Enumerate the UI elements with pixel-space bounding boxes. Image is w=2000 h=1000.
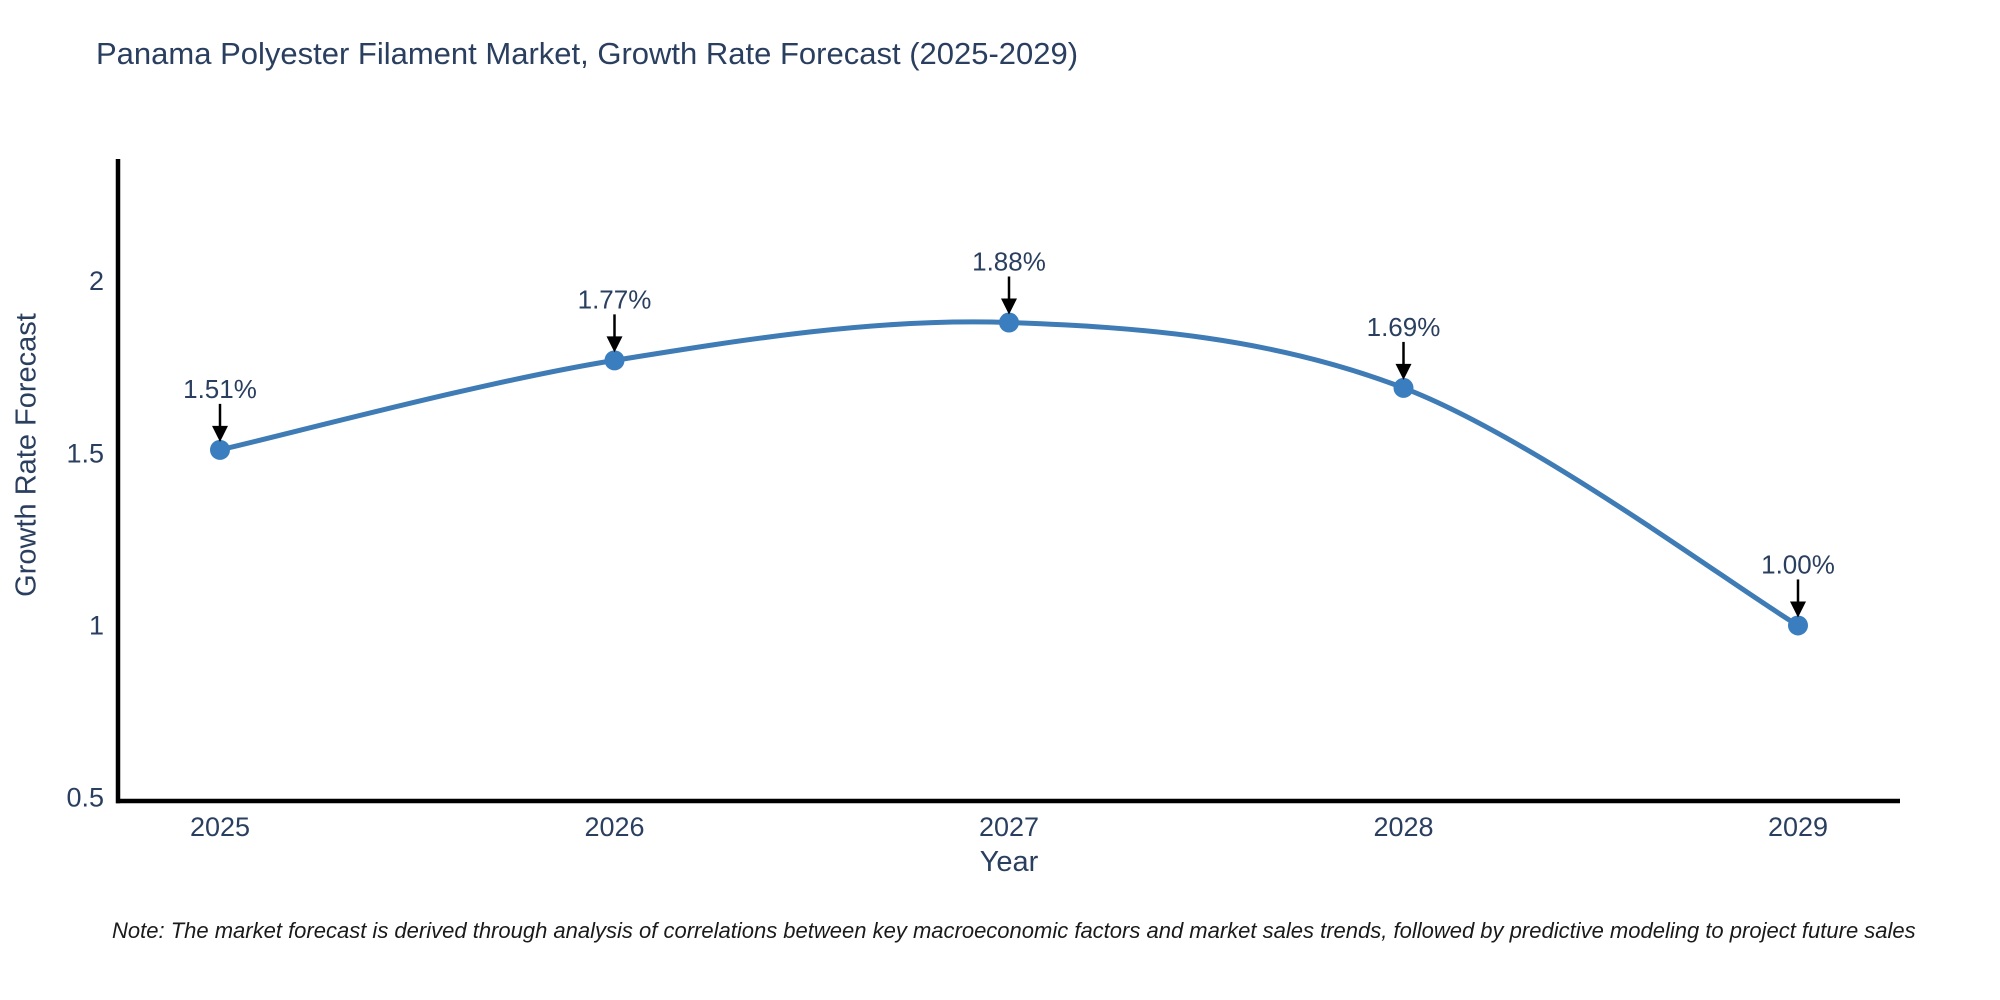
data-point-label: 1.51%: [183, 374, 257, 404]
x-axis-title: Year: [979, 846, 1039, 878]
annotation-arrow-head: [212, 425, 228, 442]
forecast-line: [217, 319, 1801, 628]
data-point-marker: [1393, 377, 1414, 398]
x-tick-label: 2029: [1768, 812, 1828, 842]
annotation-arrow-head: [1790, 601, 1806, 618]
data-point-label: 1.69%: [1367, 312, 1441, 342]
x-tick-label: 2028: [1373, 812, 1433, 842]
footnote-text: Note: The market forecast is derived thr…: [112, 918, 1916, 943]
y-tick-label: 2: [89, 266, 104, 296]
chart-title: Panama Polyester Filament Market, Growth…: [96, 36, 1079, 71]
y-tick-label: 1.5: [66, 438, 104, 468]
data-point-label: 1.88%: [972, 247, 1046, 277]
y-tick-label: 1: [89, 610, 104, 640]
annotation-arrow-head: [1001, 298, 1017, 315]
data-point-label: 1.77%: [578, 284, 652, 314]
x-tick-label: 2027: [979, 812, 1039, 842]
data-point-marker: [604, 350, 625, 371]
data-point-marker: [999, 312, 1019, 333]
x-tick-label: 2025: [190, 812, 250, 842]
annotation-arrow-head: [1395, 363, 1412, 380]
data-point-label: 1.00%: [1761, 549, 1835, 579]
x-tick-label: 2026: [584, 812, 644, 842]
data-point-marker: [210, 439, 230, 460]
data-point-marker: [1788, 615, 1808, 636]
annotation-arrow-head: [606, 336, 623, 353]
y-tick-label: 0.5: [66, 783, 104, 813]
